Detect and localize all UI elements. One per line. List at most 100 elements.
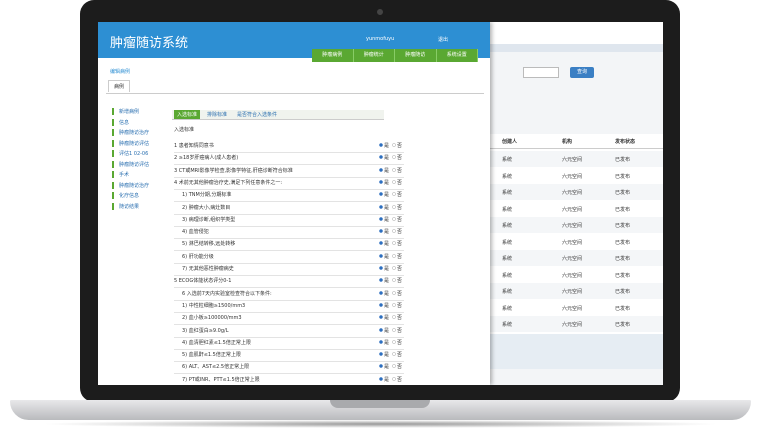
cell: 六元空间 (562, 239, 583, 246)
cell: 六元空间 (562, 157, 583, 163)
radio-no[interactable]: 否 (392, 375, 403, 383)
sidebar-item[interactable]: 评估1 02-06 (112, 150, 148, 157)
question-row-line (174, 225, 404, 227)
sidebar-item[interactable]: 信息 (112, 118, 129, 126)
radio-yes[interactable]: 是 (379, 351, 390, 359)
sidebar-item[interactable]: 化疗信息 (112, 192, 139, 199)
radio-yes[interactable]: 是 (379, 215, 390, 223)
app-title: 肿瘤随访系统 (110, 36, 189, 51)
radio-no[interactable]: 否 (392, 240, 403, 248)
cell: 六元空间 (562, 322, 583, 328)
radio-no[interactable]: 否 (392, 351, 403, 359)
question-row-line (174, 311, 404, 313)
radio-yes[interactable]: 是 (379, 326, 390, 334)
radio-no[interactable]: 否 (392, 326, 403, 334)
form-tab[interactable]: 排除标准 (207, 112, 228, 118)
radio-no[interactable]: 否 (392, 338, 403, 346)
radio-no[interactable]: 否 (392, 191, 403, 199)
radio-no[interactable]: 否 (392, 228, 403, 236)
radio-no[interactable]: 否 (392, 289, 403, 297)
sidebar-item[interactable]: 新增病例 (112, 108, 139, 115)
radio-yes[interactable]: 是 (379, 166, 390, 174)
question-row-line (174, 213, 404, 215)
cell: 六元空间 (562, 173, 583, 180)
radio-yes[interactable]: 是 (379, 240, 390, 248)
cell: 系统 (502, 206, 513, 213)
radio-yes[interactable]: 是 (379, 154, 390, 162)
question: 5) 血肌酐≤1.5倍正常上限 (182, 352, 241, 359)
cell: 六元空间 (562, 206, 583, 213)
radio-yes[interactable]: 是 (379, 142, 390, 149)
form-tabs: 入选标准 排除标准 是否符合入选条件 (174, 110, 280, 119)
radio-yes[interactable]: 是 (379, 203, 390, 211)
sidebar-item[interactable]: 随访结果 (112, 202, 139, 210)
radio-yes[interactable]: 是 (379, 289, 390, 297)
nav-item[interactable]: 系统设置 (437, 49, 478, 62)
radio-yes[interactable]: 是 (379, 277, 390, 285)
radio-yes[interactable]: 是 (379, 301, 390, 309)
nav-bar: 肿瘤病例 肿瘤统计 肿瘤随访 系统设置 (312, 49, 478, 62)
cell: 已发布 (615, 206, 631, 213)
sidebar-item[interactable]: 肿瘤随访治疗 (112, 129, 149, 136)
sidebar-item[interactable]: 肿瘤随访治疗 (112, 181, 149, 189)
sidebar-item[interactable]: 肿瘤随访评估 (112, 160, 149, 168)
nav-item[interactable]: 肿瘤病例 (312, 49, 354, 62)
radio-yes[interactable]: 是 (379, 314, 390, 322)
breadcrumb: 编辑病例 (110, 69, 131, 75)
camera (377, 9, 383, 15)
cell: 系统 (502, 322, 513, 328)
radio-no[interactable]: 否 (392, 252, 403, 260)
bg-top (490, 22, 663, 44)
question-row-line (174, 373, 404, 375)
cell: 六元空间 (562, 256, 583, 262)
question-row-line (174, 176, 404, 178)
radio-no[interactable]: 否 (392, 166, 403, 174)
form-tab[interactable]: 是否符合入选条件 (237, 112, 278, 118)
question-row-line (174, 361, 404, 363)
cell: 已发布 (615, 256, 631, 262)
radio-no[interactable]: 否 (392, 154, 403, 162)
radio-no[interactable]: 否 (392, 363, 403, 371)
radio-yes[interactable]: 是 (379, 191, 390, 199)
cell: 六元空间 (562, 272, 583, 279)
radio-yes[interactable]: 是 (379, 363, 390, 371)
radio-yes[interactable]: 是 (379, 375, 390, 383)
radio-yes[interactable]: 是 (379, 252, 390, 260)
nav-item[interactable]: 肿瘤统计 (354, 49, 395, 62)
radio-no[interactable]: 否 (392, 178, 403, 186)
cell: 六元空间 (562, 223, 583, 229)
cell: 已发布 (615, 305, 631, 312)
cell: 已发布 (615, 190, 631, 196)
radio-no[interactable]: 否 (392, 301, 403, 309)
radio-no[interactable]: 否 (392, 314, 403, 322)
radio-no[interactable]: 否 (392, 265, 403, 272)
radio-no[interactable]: 否 (392, 142, 403, 149)
radio-yes[interactable]: 是 (379, 228, 390, 236)
radio-yes[interactable]: 是 (379, 338, 390, 346)
question-row-line (174, 275, 404, 276)
sidebar-item[interactable]: 肿瘤随访评估 (112, 139, 149, 147)
question: 4 术前无其他肿瘤治疗史,满足下列任意条件之一: (174, 179, 283, 186)
search-button[interactable]: 查询 (570, 67, 594, 78)
row-stripe (490, 184, 663, 200)
radio-yes[interactable]: 是 (379, 265, 390, 272)
radio-no[interactable]: 否 (392, 203, 403, 211)
cell: 六元空间 (562, 190, 583, 196)
select[interactable] (523, 67, 559, 78)
cell: 已发布 (615, 272, 631, 279)
question: 3 CT或MRI影像学检查,影像学特征,肝癌诊断符合标准 (174, 167, 293, 174)
radio-no[interactable]: 否 (392, 215, 403, 223)
cell: 已发布 (615, 289, 631, 295)
question-row-line (174, 287, 404, 289)
form-tab[interactable]: 入选标准 (174, 110, 201, 119)
radio-yes[interactable]: 是 (379, 178, 390, 186)
nav-item[interactable]: 肿瘤随访 (395, 49, 437, 62)
question: 1) 中性粒细胞≥1500/mm3 (182, 302, 246, 309)
logout[interactable]: 退出 (438, 37, 449, 43)
radio-no[interactable]: 否 (392, 277, 403, 285)
cell: 系统 (502, 272, 513, 279)
column-header: 发布状态 (615, 139, 636, 145)
row-stripe (490, 283, 663, 299)
sidebar-item[interactable]: 手术 (112, 171, 129, 178)
tab[interactable]: 病例 (108, 80, 130, 92)
